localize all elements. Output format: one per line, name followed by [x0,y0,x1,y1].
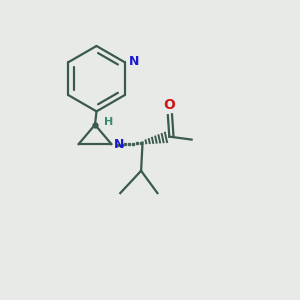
Text: O: O [164,98,175,112]
Text: H: H [104,117,113,128]
Text: N: N [114,138,125,152]
Text: N: N [129,55,139,68]
